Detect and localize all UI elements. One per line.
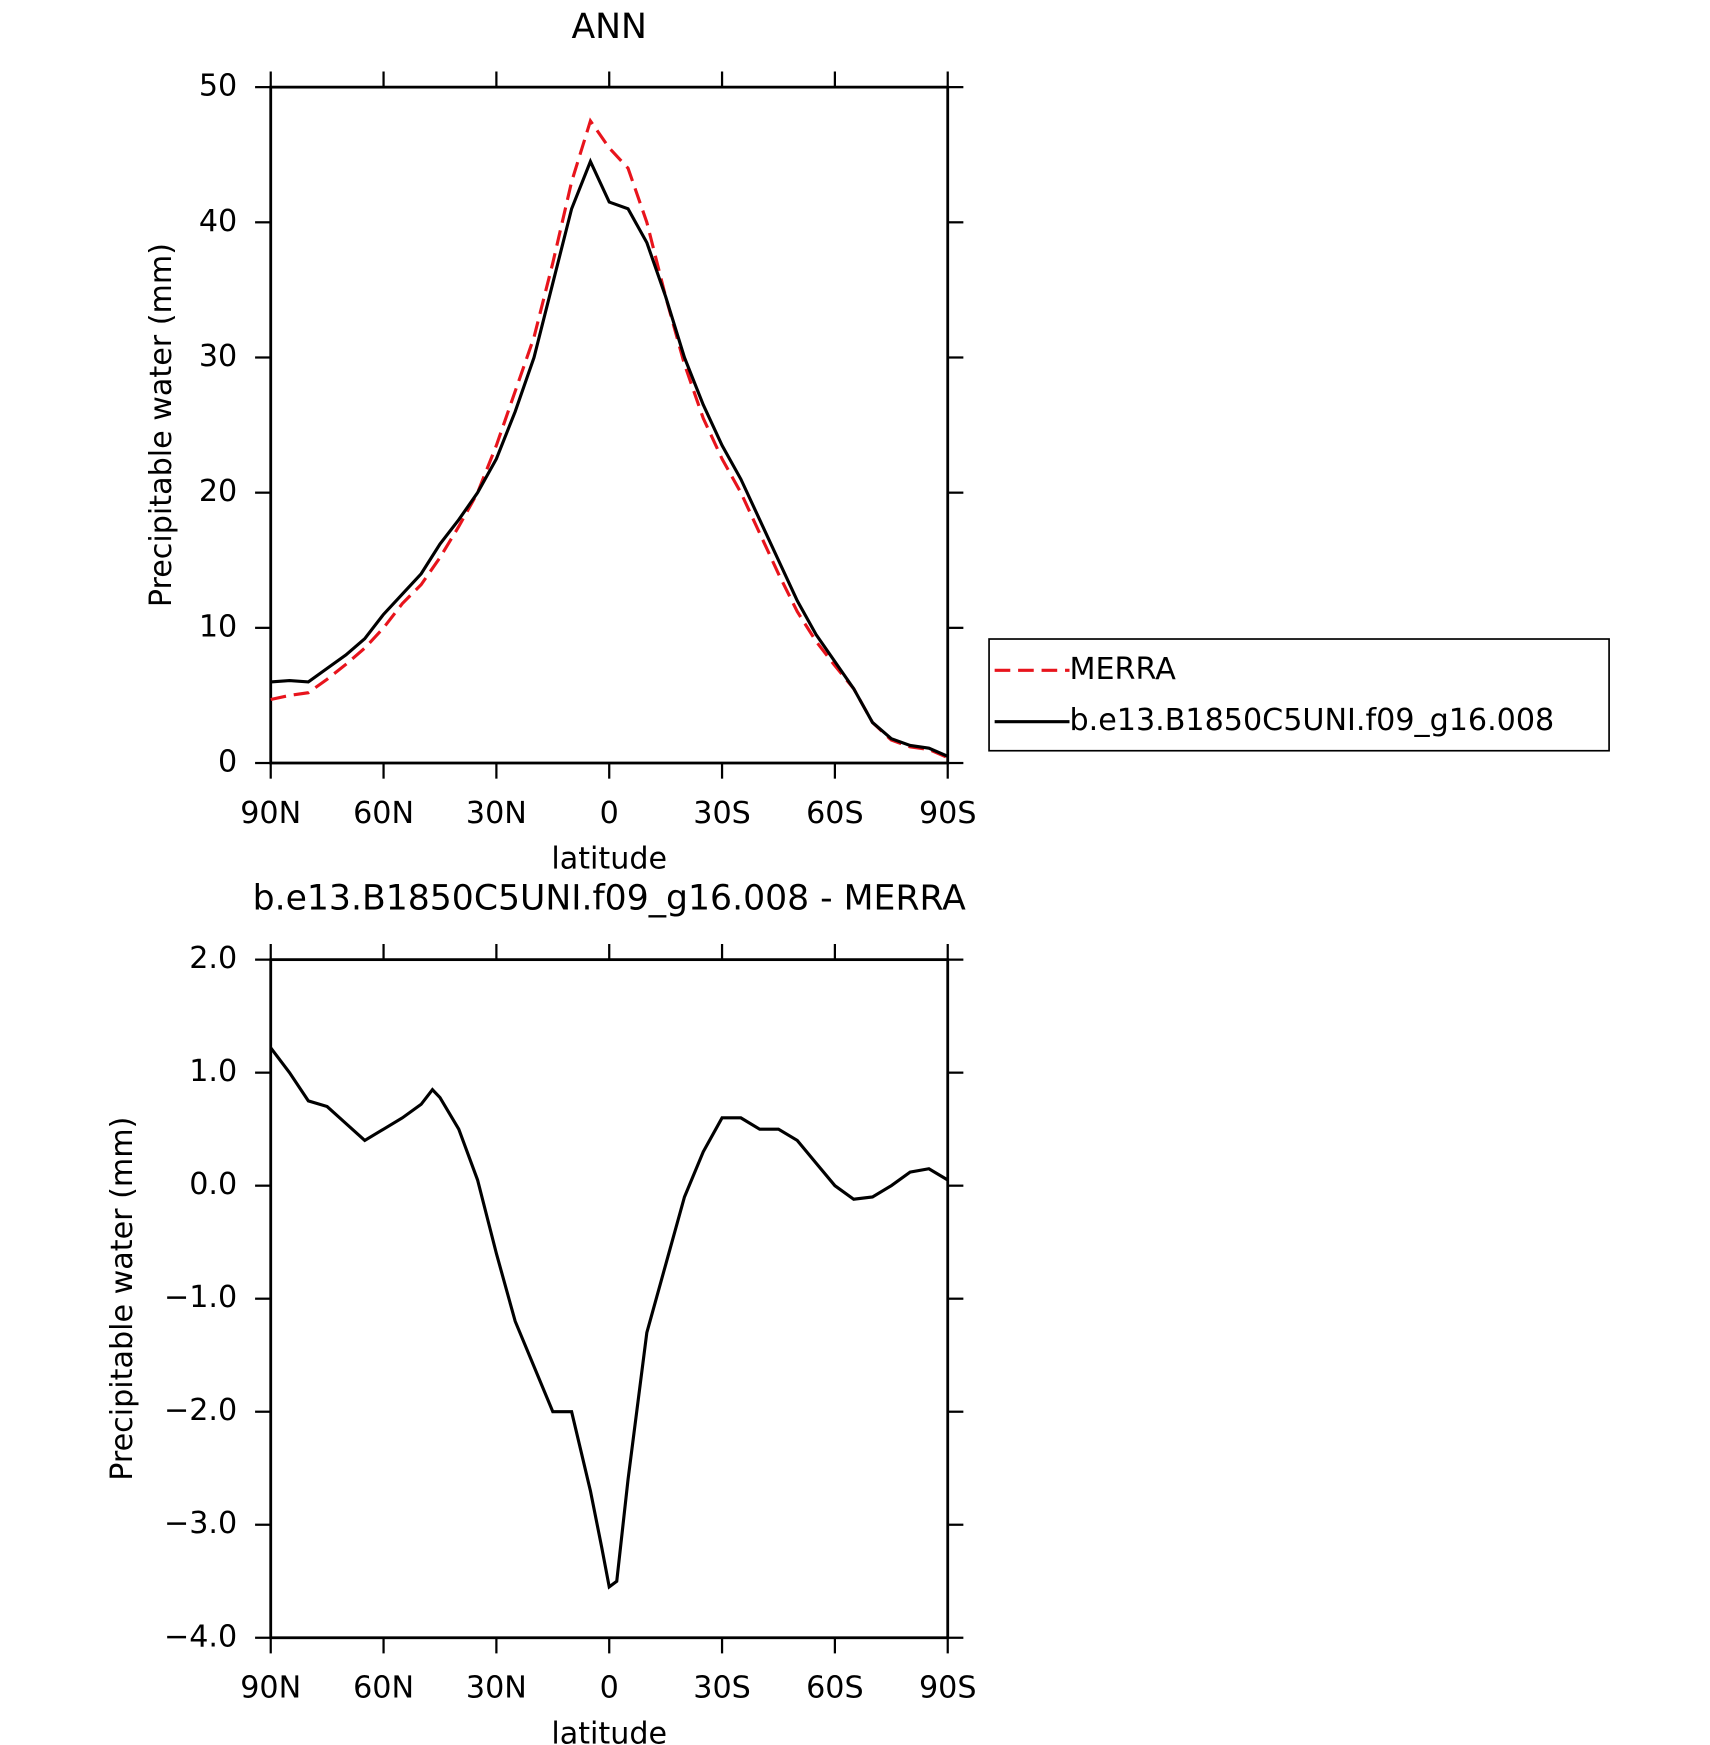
x-tick-label: 30S	[693, 796, 751, 831]
y-axis-label: Precipitable water (mm)	[105, 1117, 140, 1481]
y-tick-label: 1.0	[189, 1054, 237, 1089]
chart-title: b.e13.B1850C5UNI.f09_g16.008 - MERRA	[253, 878, 967, 918]
data-line	[269, 1046, 949, 1590]
x-tick-label: 30S	[693, 1671, 751, 1706]
x-tick-label: 90S	[919, 1671, 977, 1706]
legend-label: MERRA	[1069, 652, 1176, 687]
chart-title: ANN	[571, 7, 647, 47]
x-tick-label: 90N	[240, 796, 301, 831]
plot-frame	[269, 958, 950, 1640]
y-tick-label: −4.0	[164, 1619, 237, 1654]
y-tick-label: 2.0	[189, 941, 237, 976]
y-tick-label: 30	[199, 339, 237, 374]
x-tick-label: 30N	[466, 1671, 527, 1706]
y-tick-label: 0.0	[189, 1167, 237, 1202]
y-tick-label: 40	[199, 204, 237, 239]
x-tick-label: 0	[600, 1671, 619, 1706]
plot-frame	[269, 85, 950, 765]
x-axis-label: latitude	[551, 1716, 667, 1745]
x-axis-label: latitude	[551, 842, 667, 877]
data-line	[270, 117, 949, 760]
y-axis-label: Precipitable water (mm)	[144, 243, 179, 607]
legend-label: b.e13.B1850C5UNI.f09_g16.008	[1069, 703, 1554, 738]
y-tick-label: −3.0	[164, 1506, 237, 1541]
y-tick-label: 20	[199, 474, 237, 509]
legend-box	[988, 638, 1610, 752]
y-tick-label: −2.0	[164, 1393, 237, 1428]
x-tick-label: 60S	[806, 1671, 864, 1706]
x-tick-label: 90S	[919, 796, 977, 831]
x-tick-label: 60N	[353, 1671, 414, 1706]
y-tick-label: 10	[199, 609, 237, 644]
x-tick-label: 0	[600, 796, 619, 831]
y-tick-label: 50	[199, 69, 237, 104]
x-tick-label: 60S	[806, 796, 864, 831]
data-line	[270, 157, 949, 758]
x-tick-label: 30N	[466, 796, 527, 831]
y-tick-label: −1.0	[164, 1280, 237, 1315]
x-tick-label: 60N	[353, 796, 414, 831]
y-tick-label: 0	[218, 745, 237, 780]
x-tick-label: 90N	[240, 1671, 301, 1706]
